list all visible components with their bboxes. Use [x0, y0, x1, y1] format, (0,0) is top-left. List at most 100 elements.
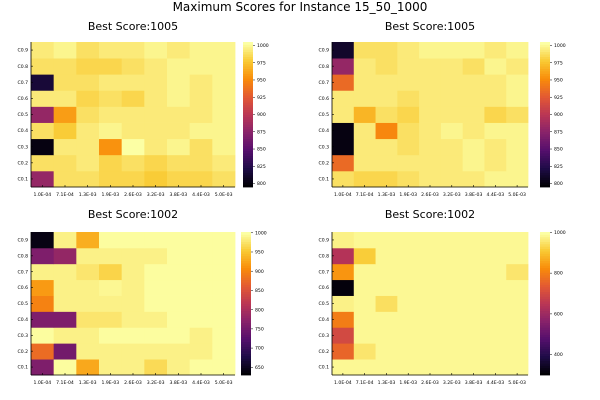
heatmap-cell	[462, 138, 485, 156]
heatmap-cell	[121, 279, 145, 296]
heatmap-cell	[53, 343, 77, 360]
colorbar-segment	[241, 251, 251, 254]
heatmap-cell	[332, 279, 355, 296]
colorbar-segment	[540, 286, 550, 290]
heatmap-cell	[144, 247, 168, 265]
heatmap-cell	[53, 122, 77, 140]
colorbar-segment	[241, 370, 251, 374]
colorbar-segment	[540, 121, 550, 125]
colorbar-segment	[540, 49, 550, 53]
heatmap-cell	[484, 232, 507, 249]
heatmap-cell	[53, 279, 77, 296]
heatmap-cell	[397, 232, 420, 249]
heatmap-cell	[440, 232, 464, 249]
heatmap-cell	[99, 122, 123, 140]
heatmap-cell	[144, 343, 168, 360]
colorbar-segment	[243, 182, 253, 185]
colorbar-segment	[540, 260, 550, 264]
colorbar-segment	[243, 42, 253, 45]
x-tick-label: 7.1E-04	[56, 192, 74, 198]
heatmap-cell	[167, 311, 191, 328]
heatmap-cell	[397, 327, 420, 344]
colorbar-segment	[540, 296, 550, 300]
x-tick-label: 5.0E-03	[215, 192, 233, 198]
heatmap-cell	[212, 295, 236, 312]
y-tick-label: C0.8	[17, 253, 28, 259]
colorbar-segment	[243, 71, 253, 74]
heatmap-cell	[353, 343, 376, 360]
heatmap-cell	[397, 279, 420, 296]
heatmap-cell	[506, 74, 529, 91]
y-tick-label: C0.6	[318, 96, 329, 102]
colorbar-segment	[540, 291, 550, 295]
heatmap-cell	[332, 311, 355, 328]
heatmap-cell	[31, 311, 55, 328]
colorbar-segment	[241, 236, 251, 240]
heatmap-cell	[484, 90, 507, 107]
heatmap-cell	[440, 295, 464, 312]
heatmap-cell	[31, 106, 55, 123]
colorbar-tick-label: 600	[554, 311, 563, 317]
heatmap-cell	[397, 74, 420, 91]
colorbar-segment	[540, 346, 550, 350]
colorbar-segment	[540, 258, 550, 261]
colorbar-tick-label: 1000	[554, 43, 566, 49]
heatmap-cell	[76, 138, 100, 156]
colorbar-segment	[540, 95, 550, 98]
colorbar-segment	[540, 141, 550, 144]
colorbar-segment	[540, 143, 550, 147]
colorbar-segment	[241, 355, 251, 359]
heatmap-cell	[121, 232, 145, 249]
colorbar-segment	[241, 274, 251, 278]
x-tick-label: 2.6E-03	[124, 192, 142, 198]
heatmap-cell	[167, 170, 191, 188]
colorbar-segment	[540, 344, 550, 347]
colorbar-segment	[540, 317, 550, 321]
heatmap-cell	[31, 122, 55, 140]
heatmap-cell	[484, 122, 507, 140]
y-tick-label: C0.1	[318, 177, 329, 183]
colorbar-segment	[243, 116, 253, 120]
colorbar-segment	[243, 170, 253, 173]
x-tick-label: 1.3E-03	[378, 192, 396, 198]
y-tick-label: C0.7	[17, 269, 28, 275]
heatmap-cell	[99, 154, 123, 172]
colorbar-segment	[243, 129, 253, 132]
heatmap-cell	[419, 42, 442, 59]
heatmap-cell	[31, 58, 55, 75]
colorbar-segment	[540, 365, 550, 369]
colorbar-segment	[540, 182, 550, 185]
heatmap-cell	[375, 58, 398, 75]
y-tick-label: C0.1	[318, 365, 329, 371]
heatmap-cell	[506, 138, 529, 156]
heatmap-cell	[144, 327, 168, 344]
y-tick-label: C0.6	[17, 285, 28, 291]
heatmap-cell	[76, 263, 100, 281]
heatmap-cell	[189, 327, 213, 344]
y-tick-label: C0.5	[17, 301, 28, 307]
heatmap-cell	[189, 279, 213, 296]
heatmap-cell	[99, 232, 123, 249]
heatmap-cell	[440, 154, 464, 172]
colorbar-segment	[540, 109, 550, 113]
heatmap-cell	[353, 327, 376, 344]
colorbar-segment	[241, 260, 251, 264]
colorbar-segment	[241, 320, 251, 323]
colorbar-segment	[540, 372, 550, 376]
heatmap-cell	[419, 359, 442, 376]
colorbar-segment	[540, 87, 550, 91]
y-tick-label: C0.8	[318, 253, 329, 259]
colorbar-segment	[241, 270, 251, 273]
heatmap-cell	[332, 263, 355, 281]
heatmap-cell	[440, 106, 464, 123]
heatmap-cell	[440, 58, 464, 75]
heatmap-cell	[99, 343, 123, 360]
colorbar-segment	[241, 344, 251, 347]
heatmap-cell	[462, 263, 485, 281]
heatmap-cell	[121, 359, 145, 376]
heatmap-cell	[332, 90, 355, 107]
heatmap-cell	[212, 122, 236, 140]
heatmap-cell	[506, 327, 529, 344]
heatmap-cell	[121, 58, 145, 75]
heatmap-cell	[332, 359, 355, 376]
